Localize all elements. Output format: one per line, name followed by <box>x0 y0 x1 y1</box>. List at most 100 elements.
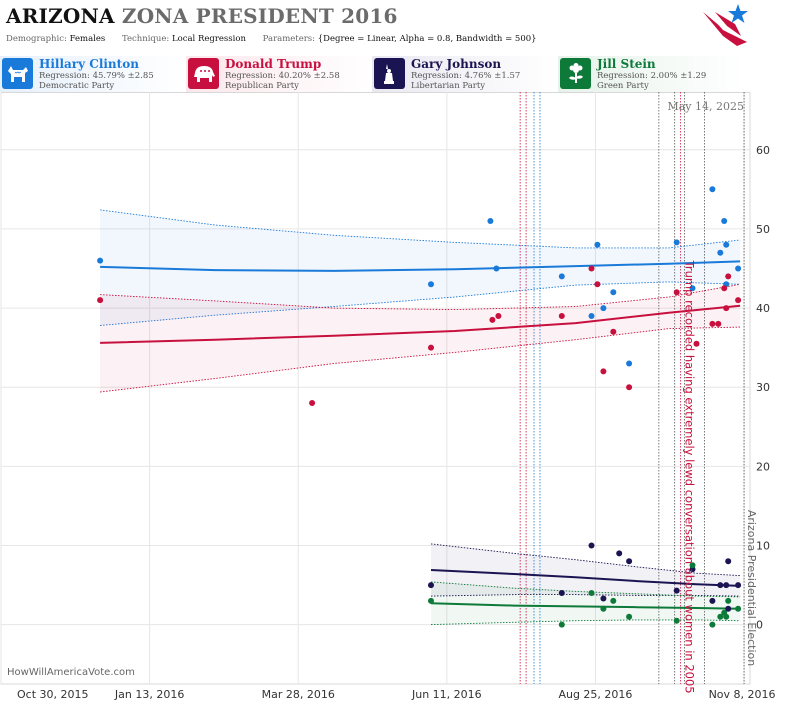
data-point <box>610 328 617 335</box>
axes: 0 10 20 30 40 50 60 Oct 30, 2015 Jan 13, 2016 Mar… <box>17 144 776 701</box>
site-logo[interactable] <box>701 2 751 50</box>
technique-label: Technique: <box>121 34 170 44</box>
data-point <box>735 582 742 589</box>
data-point <box>588 265 595 272</box>
candidate-party: Green Party <box>597 81 649 91</box>
data-point <box>715 320 722 327</box>
elephant-icon <box>188 58 219 89</box>
demographic-value: Females <box>69 34 106 44</box>
data-point <box>725 597 732 604</box>
candidate-regression: Regression: 40.20% ±2.58 <box>225 71 340 81</box>
data-point <box>721 285 728 292</box>
flower-icon <box>560 58 591 89</box>
lower-bound-line <box>430 619 741 626</box>
data-point <box>309 400 316 406</box>
candidate-name: Hillary Clinton <box>39 57 139 71</box>
data-point <box>723 613 730 620</box>
data-point <box>588 590 595 596</box>
data-point <box>600 368 607 375</box>
candidate-name: Gary Johnson <box>411 57 502 71</box>
data-point <box>723 582 730 589</box>
data-point <box>709 597 716 604</box>
upper-bound-line <box>430 543 741 577</box>
y-tick-label: 10 <box>756 539 770 552</box>
data-point <box>428 597 434 604</box>
y-tick-label: 40 <box>756 302 770 315</box>
data-point <box>673 617 680 624</box>
data-point <box>725 605 732 612</box>
data-point <box>725 558 732 565</box>
candidate-name: Donald Trump <box>225 57 322 71</box>
data-point <box>610 289 617 296</box>
data-point <box>735 265 742 272</box>
lower-bound-line <box>100 281 741 326</box>
data-point <box>626 384 633 391</box>
data-point <box>616 550 623 557</box>
annotation-label: Arizona Presidential Election <box>745 510 758 666</box>
x-tick-label: Oct 30, 2015 <box>17 688 89 701</box>
demographic-label: Demographic: <box>6 34 67 44</box>
upper-bound-line <box>430 581 741 598</box>
trend-line <box>100 304 741 344</box>
data-point <box>709 186 716 193</box>
y-tick-label: 30 <box>756 381 770 394</box>
annotation-label: Trump recorded having extremely lewd con… <box>683 260 697 694</box>
y-tick-label: 0 <box>756 619 763 632</box>
parameters-line: Demographic: Females Technique: Local Re… <box>6 34 551 44</box>
data-point <box>626 613 633 620</box>
title-state: ARIZONA <box>6 4 115 28</box>
data-point <box>558 590 565 596</box>
data-point <box>600 595 607 602</box>
data-point <box>495 313 502 319</box>
watermark: HowWillAmericaVote.com <box>7 667 135 678</box>
data-point <box>493 265 500 272</box>
annotations: Trump recorded having extremely lewd con… <box>683 260 758 694</box>
data-point <box>97 257 104 264</box>
data-point <box>735 297 742 304</box>
liberty-icon <box>374 58 405 89</box>
poll-chart: 0 10 20 30 40 50 60 Oct 30, 2015 Jan 13, 2016 Mar… <box>0 92 776 701</box>
data-point <box>723 305 730 312</box>
legend-johnson[interactable]: Gary Johnson Regression: 4.76% ±1.57 Lib… <box>372 56 558 92</box>
upper-bound-line <box>100 209 741 249</box>
candidate-name: Jill Stein <box>597 57 656 71</box>
data-point <box>428 582 434 589</box>
data-point <box>717 613 724 620</box>
candidate-legend: Hillary Clinton Regression: 45.79% ±2.85… <box>0 56 789 92</box>
legend-clinton[interactable]: Hillary Clinton Regression: 45.79% ±2.85… <box>0 56 186 92</box>
candidate-party: Libertarian Party <box>411 81 486 91</box>
legend-stein[interactable]: Jill Stein Regression: 2.00% ±1.29 Green… <box>558 56 744 92</box>
data-point <box>673 587 680 594</box>
candidate-regression: Regression: 2.00% ±1.29 <box>597 71 707 81</box>
header: ARIZONA ZONA PRESIDENT 2016 Demographic:… <box>0 0 789 56</box>
event-lines <box>519 92 745 684</box>
data-point <box>558 621 565 628</box>
candidate-party: Democratic Party <box>39 81 115 91</box>
x-tick-label: Jun 11, 2016 <box>411 688 482 701</box>
data-point <box>487 218 494 224</box>
confidence-bands <box>100 209 741 626</box>
y-tick-label: 60 <box>756 144 770 157</box>
data-point <box>600 305 607 312</box>
data-point <box>588 542 595 549</box>
data-point <box>594 241 601 248</box>
grid <box>0 92 751 685</box>
data-point <box>610 597 617 604</box>
x-tick-label: Jan 13, 2016 <box>114 688 184 701</box>
data-point <box>717 582 724 589</box>
candidate-regression: Regression: 4.76% ±1.57 <box>411 71 521 81</box>
donkey-icon <box>2 58 33 89</box>
x-tick-label: Mar 28, 2016 <box>262 688 335 701</box>
data-point <box>689 562 696 569</box>
lower-bound-line <box>430 594 741 597</box>
page-title: ARIZONA ZONA PRESIDENT 2016 <box>6 4 398 28</box>
data-point <box>558 313 565 319</box>
x-tick-label: Aug 25, 2016 <box>558 688 632 701</box>
confidence-band <box>100 284 741 392</box>
data-point <box>721 218 728 224</box>
data-point <box>626 558 633 565</box>
legend-trump[interactable]: Donald Trump Regression: 40.20% ±2.58 Re… <box>186 56 372 92</box>
data-point <box>693 340 700 347</box>
parameters-label: Parameters: <box>262 34 316 44</box>
trend-line <box>100 260 741 272</box>
